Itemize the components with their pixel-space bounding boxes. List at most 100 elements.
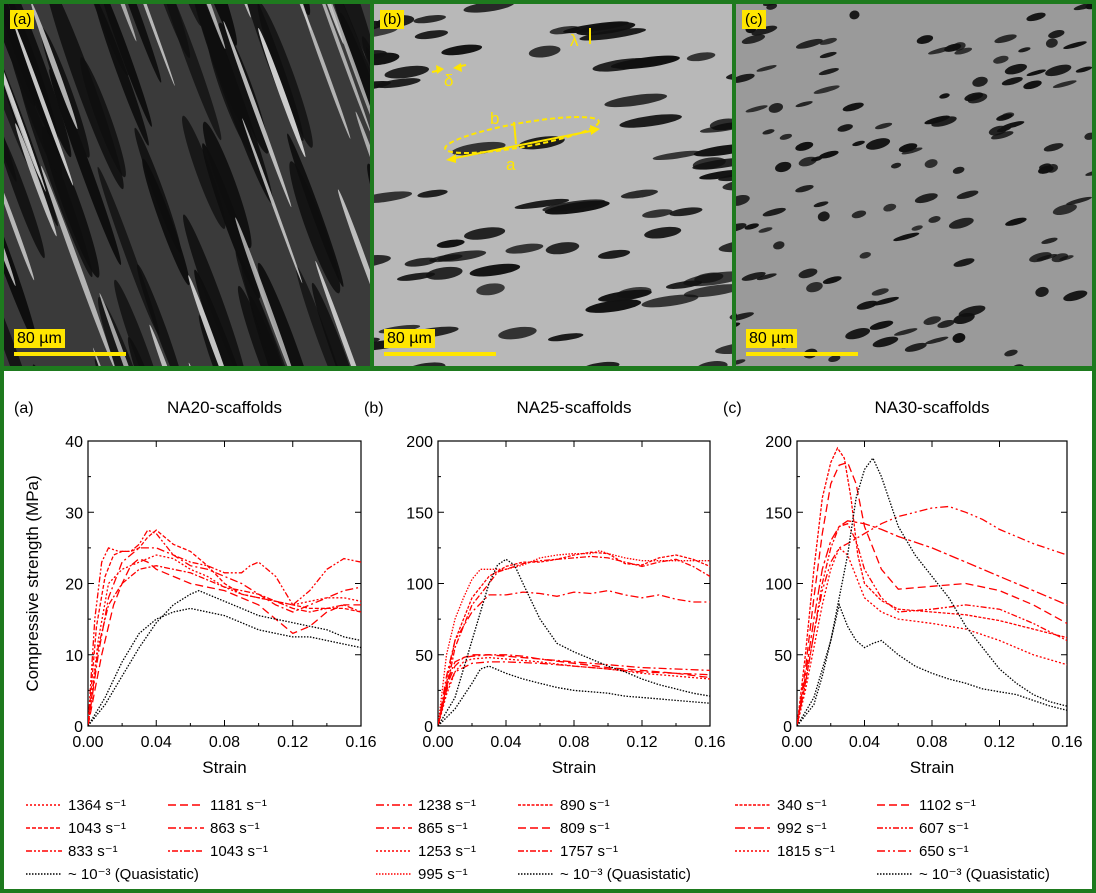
- legend-entry: 1757 s⁻¹: [560, 843, 618, 860]
- legend-entry: 1253 s⁻¹: [418, 843, 476, 860]
- legend-entry: 607 s⁻¹: [919, 820, 969, 837]
- series-line: [88, 607, 361, 726]
- legend-entry: 650 s⁻¹: [919, 843, 969, 860]
- y-tick-label: 200: [406, 434, 433, 451]
- series-line: [438, 589, 710, 726]
- series-line: [438, 550, 710, 726]
- x-tick-label: 0.00: [72, 734, 103, 751]
- series-group: [438, 550, 710, 726]
- legend-entry: 1238 s⁻¹: [418, 797, 476, 814]
- legend-entry: ~ 10⁻³ (Quasistatic): [560, 866, 691, 883]
- legend-entry: 1043 s⁻¹: [68, 820, 126, 837]
- annotation-lambda: λ: [570, 31, 579, 50]
- x-tick-label: 0.08: [558, 734, 589, 751]
- micrograph-a: (a) 80 µm: [4, 4, 370, 366]
- micrograph-c-label: (c): [742, 10, 766, 29]
- x-tick-label: 0.16: [345, 734, 376, 751]
- series-line: [438, 661, 710, 726]
- micrograph-b-scale-label: 80 µm: [384, 329, 435, 348]
- annotation-a: a: [506, 155, 516, 174]
- section-divider: [0, 366, 1096, 371]
- series-line: [88, 529, 361, 726]
- y-tick-label: 0: [783, 719, 792, 736]
- chart-panel-label: (b): [364, 400, 384, 417]
- x-tick-label: 0.16: [1051, 734, 1082, 751]
- y-tick-label: 50: [415, 648, 433, 665]
- legend-entry: 1815 s⁻¹: [777, 843, 835, 860]
- series-line: [797, 602, 1067, 726]
- micrograph-divider-1: [370, 4, 374, 366]
- legend-entry: 1102 s⁻¹: [919, 797, 976, 814]
- legend-entry: 863 s⁻¹: [210, 820, 260, 837]
- chart-title: NA20-scaffolds: [167, 398, 282, 417]
- legend-entry: 865 s⁻¹: [418, 820, 468, 837]
- legend-entry: ~ 10⁻³ (Quasistatic): [919, 866, 1050, 883]
- x-tick-label: 0.04: [141, 734, 172, 751]
- series-line: [797, 456, 1067, 726]
- series-line: [438, 558, 710, 726]
- series-line: [797, 520, 1067, 726]
- micrograph-a-texture: [4, 4, 370, 366]
- series-line: [88, 554, 361, 726]
- stress-strain-charts: (a) NA20-scaffolds 0.00 0.04 0.08 0.12 0.16 0 10…: [14, 398, 1083, 883]
- legend-entry: 890 s⁻¹: [560, 797, 610, 814]
- chart-panel-label: (a): [14, 400, 34, 417]
- series-line: [438, 654, 710, 726]
- y-tick-label: 0: [74, 719, 83, 736]
- series-line: [88, 565, 361, 726]
- y-tick-label: 20: [65, 577, 83, 594]
- legend-entry: 340 s⁻¹: [777, 797, 827, 814]
- y-tick-label: 40: [65, 434, 83, 451]
- y-tick-label: 10: [65, 648, 83, 665]
- series-line: [88, 589, 361, 726]
- legend-entry: 1181 s⁻¹: [210, 797, 267, 814]
- x-tick-label: 0.12: [626, 734, 657, 751]
- series-group: [88, 529, 361, 726]
- series-line: [438, 656, 710, 726]
- chart-panel-label: (c): [723, 400, 742, 417]
- legend-entry: 1364 s⁻¹: [68, 797, 126, 814]
- x-tick-label: 0.00: [781, 734, 812, 751]
- pore-annotation: [431, 28, 600, 163]
- micrograph-c-scale-label: 80 µm: [746, 329, 797, 348]
- micrograph-b-texture: δ λ b a: [374, 4, 732, 366]
- x-tick-label: 0.00: [422, 734, 453, 751]
- legend-entry: 809 s⁻¹: [560, 820, 610, 837]
- plot-frame: [437, 440, 711, 727]
- y-tick-label: 50: [774, 648, 792, 665]
- annotation-b: b: [490, 109, 499, 128]
- series-line: [438, 654, 710, 726]
- legend-entry: 992 s⁻¹: [777, 820, 827, 837]
- annotation-delta: δ: [444, 71, 453, 90]
- series-line: [797, 461, 1067, 726]
- y-tick-label: 150: [765, 505, 792, 522]
- y-tick-label: 150: [406, 505, 433, 522]
- micrograph-b: δ λ b a (b) 80 µm: [374, 4, 732, 366]
- micrograph-b-label: (b): [380, 10, 405, 29]
- micrograph-c-texture: [736, 4, 1092, 366]
- x-axis-label: Strain: [202, 758, 246, 777]
- micrograph-a-scale-label: 80 µm: [14, 329, 65, 348]
- chart-2: (b) NA25-scaffolds 0.00 0.04 0.08 0.12 0.16 0 50…: [364, 398, 726, 883]
- x-tick-label: 0.04: [490, 734, 521, 751]
- chart-3: (c) NA30-scaffolds 0.00 0.04 0.08 0.12 0.16 0 50…: [723, 398, 1083, 883]
- y-axis-label: Compressive strength (MPa): [23, 475, 42, 691]
- x-tick-label: 0.16: [694, 734, 725, 751]
- micrograph-a-scale-bar: [14, 352, 126, 356]
- x-axis-label: Strain: [910, 758, 954, 777]
- y-tick-label: 100: [765, 577, 792, 594]
- series-line: [88, 547, 361, 726]
- x-tick-label: 0.12: [984, 734, 1015, 751]
- legend-entry: 1043 s⁻¹: [210, 843, 268, 860]
- y-tick-label: 100: [406, 577, 433, 594]
- series-line: [438, 555, 710, 726]
- x-tick-label: 0.08: [209, 734, 240, 751]
- x-tick-label: 0.04: [849, 734, 880, 751]
- chart-title: NA25-scaffolds: [517, 398, 632, 417]
- y-tick-label: 0: [424, 719, 433, 736]
- series-line: [797, 505, 1067, 726]
- chart-title: NA30-scaffolds: [875, 398, 990, 417]
- chart-1: (a) NA20-scaffolds 0.00 0.04 0.08 0.12 0.16 0 10…: [14, 398, 377, 883]
- micrograph-divider-2: [732, 4, 736, 366]
